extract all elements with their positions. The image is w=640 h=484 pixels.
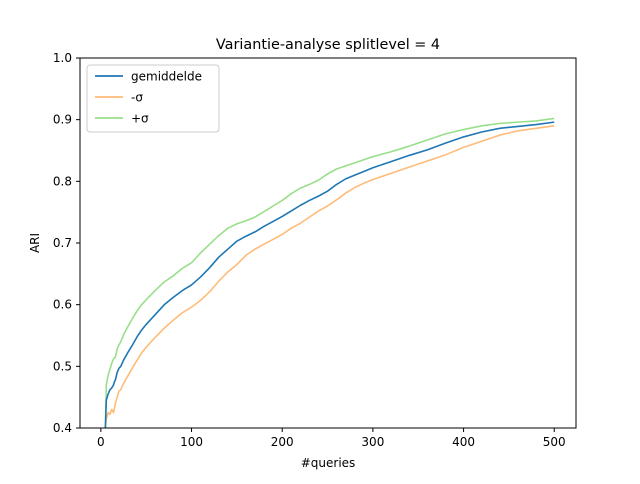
x-tick-label: 500 xyxy=(543,435,566,449)
legend-label-2: +σ xyxy=(131,112,149,126)
series-line-0 xyxy=(104,121,555,429)
legend-label-0: gemiddelde xyxy=(131,70,202,84)
x-tick-label: 400 xyxy=(452,435,475,449)
chart-title: Variantie-analyse splitlevel = 4 xyxy=(216,37,440,53)
x-tick-label: 200 xyxy=(271,435,294,449)
plot-lines xyxy=(104,117,555,429)
y-tick-label: 0.9 xyxy=(53,113,72,127)
y-tick-label: 0.7 xyxy=(53,236,72,250)
x-axis-ticks: 0 100 200 300 400 500 xyxy=(97,428,566,449)
x-tick-label: 100 xyxy=(180,435,203,449)
legend-label-1: -σ xyxy=(131,91,143,105)
y-axis-label: ARI xyxy=(28,233,42,253)
y-tick-label: 0.8 xyxy=(53,174,72,188)
y-tick-label: 0.6 xyxy=(53,298,72,312)
series-line-1 xyxy=(104,125,555,429)
y-tick-label: 0.4 xyxy=(53,421,72,435)
x-axis-label: #queries xyxy=(301,456,356,470)
y-tick-label: 1.0 xyxy=(53,51,72,65)
legend: gemiddelde -σ +σ xyxy=(86,64,220,133)
y-axis-ticks: 0.4 0.5 0.6 0.7 0.8 0.9 1.0 xyxy=(53,51,80,435)
series-line-2 xyxy=(104,117,555,429)
legend-box xyxy=(86,64,220,133)
y-tick-label: 0.5 xyxy=(53,359,72,373)
x-tick-label: 0 xyxy=(97,435,105,449)
x-tick-label: 300 xyxy=(361,435,384,449)
